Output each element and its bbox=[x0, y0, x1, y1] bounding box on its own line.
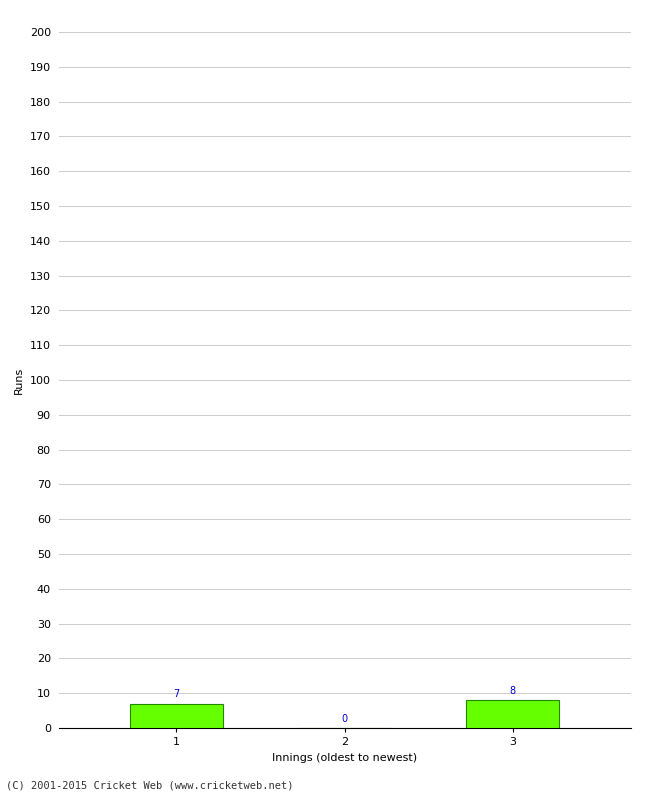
Text: 0: 0 bbox=[341, 714, 348, 724]
Bar bbox=[467, 700, 559, 728]
Text: 7: 7 bbox=[173, 690, 179, 699]
X-axis label: Innings (oldest to newest): Innings (oldest to newest) bbox=[272, 753, 417, 762]
Text: (C) 2001-2015 Cricket Web (www.cricketweb.net): (C) 2001-2015 Cricket Web (www.cricketwe… bbox=[6, 781, 294, 790]
Text: 8: 8 bbox=[510, 686, 516, 696]
Bar bbox=[130, 704, 222, 728]
Y-axis label: Runs: Runs bbox=[14, 366, 24, 394]
